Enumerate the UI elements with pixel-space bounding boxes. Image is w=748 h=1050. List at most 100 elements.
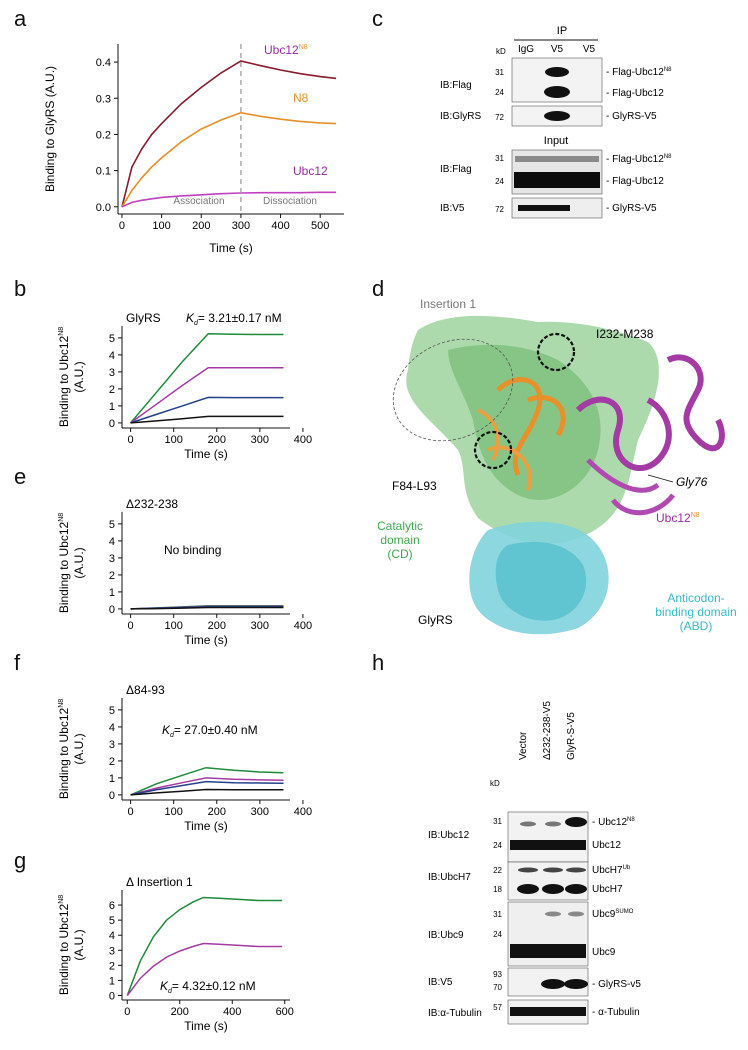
band xyxy=(544,86,570,98)
y-axis-title-sup: N8 xyxy=(58,513,65,522)
kd-k: K xyxy=(162,723,171,737)
x-tick-label: 100 xyxy=(165,806,183,818)
series-line xyxy=(130,606,284,610)
x-tick-label: 400 xyxy=(294,620,312,632)
y-axis-unit: (A.U.) xyxy=(72,733,86,764)
band xyxy=(518,867,538,873)
band xyxy=(541,979,565,989)
legend-n8: N8 xyxy=(293,91,309,105)
i232-label: I232-M238 xyxy=(596,327,654,341)
panel-title: Δ Insertion 1 xyxy=(126,875,193,889)
band xyxy=(568,911,584,917)
series-line xyxy=(130,415,284,424)
f84-label: F84-L93 xyxy=(392,479,437,493)
band-label: - Flag-Ubc12 xyxy=(606,176,664,187)
band xyxy=(544,111,570,121)
band xyxy=(545,821,561,827)
kd-sub: d xyxy=(194,320,199,327)
kd-k: K xyxy=(186,311,195,325)
y-axis-unit: (A.U.) xyxy=(72,547,86,578)
series-line xyxy=(130,396,284,424)
band xyxy=(543,867,563,873)
y-tick-label: 0.1 xyxy=(96,166,111,178)
kd-value: Kd= 4.32±0.12 nM xyxy=(160,979,256,995)
abd-shade xyxy=(495,541,587,621)
y-tick-label: 4 xyxy=(109,536,115,548)
y-tick-label: 1 xyxy=(109,975,115,987)
y-axis-title-sup: N8 xyxy=(58,699,65,708)
lane-label-v5-1: V5 xyxy=(551,44,564,55)
x-tick-label: 400 xyxy=(294,434,312,446)
x-axis-title: Time (s) xyxy=(184,633,228,647)
x-tick-label: 100 xyxy=(165,620,183,632)
gly76-label: Gly76 xyxy=(676,475,708,489)
series-line xyxy=(126,942,283,996)
ib-label: IB:Flag xyxy=(440,164,472,175)
panel-b-plot-group: 0 100 200 300 400 0 1 2 3 4 5 Time (s) Binding to Ub… xyxy=(57,311,312,461)
y-tick-label: 3 xyxy=(109,553,115,565)
band xyxy=(566,867,586,873)
x-tick-label: 200 xyxy=(171,1006,189,1018)
x-tick-label: 300 xyxy=(251,620,269,632)
y-axis-title-sup: N8 xyxy=(58,327,65,336)
x-axis-title: Time (s) xyxy=(209,241,253,255)
y-tick-label: 5 xyxy=(109,333,115,345)
panel-e-chart: 0 100 200 300 400 0 1 2 3 4 5 Time (s) Binding to Ub… xyxy=(57,497,312,647)
panel-h-western-blot: Vector Δ232-238-V5 GlyR-S-V5 kD 31 24 IB… xyxy=(428,701,641,1025)
series-line xyxy=(121,111,337,208)
band xyxy=(510,944,586,958)
y-tick-label: 2 xyxy=(109,960,115,972)
y-tick-label: 3 xyxy=(109,739,115,751)
series-line xyxy=(130,332,284,424)
series-line xyxy=(130,766,284,796)
band-label: - α-Tubulin xyxy=(592,1007,640,1018)
x-tick-label: 200 xyxy=(192,220,210,232)
panel-label-e: e xyxy=(14,464,27,489)
lane-label-v5-2: V5 xyxy=(583,44,596,55)
kd-value: Kd= 27.0±0.40 nM xyxy=(162,723,258,739)
y-tick-label: 0 xyxy=(109,990,115,1002)
y-axis-title: Binding to Ubc12N8 xyxy=(57,513,71,613)
mw-marker: 72 xyxy=(495,113,504,122)
x-tick-label: 500 xyxy=(311,220,329,232)
y-axis-unit: (A.U.) xyxy=(72,361,86,392)
y-tick-label: 1 xyxy=(109,401,115,413)
y-tick-label: 4 xyxy=(109,722,115,734)
y-axis-unit: (A.U.) xyxy=(72,929,86,960)
kd-label-c: kD xyxy=(496,47,506,56)
x-tick-label: 300 xyxy=(251,434,269,446)
band-label: - Flag-Ubc12 xyxy=(606,88,664,99)
y-tick-label: 6 xyxy=(109,900,115,912)
y-tick-label: 0 xyxy=(109,790,115,802)
panel-g-plot-group: 0 200 400 600 0 1 2 3 4 5 6 Time (s) Binding to Ubc1… xyxy=(57,875,294,1033)
y-tick-label: 0.2 xyxy=(96,129,111,141)
ib-label: IB:Ubc9 xyxy=(428,930,464,941)
band-label: - Flag-Ubc12N8 xyxy=(606,154,672,165)
lane-label-vector: Vector xyxy=(518,731,529,760)
kd-rest: = 3.21±0.17 nM xyxy=(198,311,282,325)
band xyxy=(545,911,561,917)
no-binding-note: No binding xyxy=(164,543,221,557)
band xyxy=(565,817,587,827)
legend-ubc12: Ubc12 xyxy=(293,164,328,178)
series-line xyxy=(130,780,284,796)
band xyxy=(510,840,586,850)
y-tick-label: 0.3 xyxy=(96,93,111,105)
y-tick-label: 0.4 xyxy=(96,57,111,69)
y-tick-label: 1 xyxy=(109,773,115,785)
band-label: Ubc9 xyxy=(592,947,616,958)
y-tick-label: 5 xyxy=(109,915,115,927)
kd-sub: d xyxy=(170,732,175,739)
panel-e-plot-group: 0 100 200 300 400 0 1 2 3 4 5 Time (s) Binding to Ub… xyxy=(57,497,312,647)
panel-c-western-blot: IP kD IgG V5 V5 31 24 IB:Flag - Flag-Ubc… xyxy=(440,25,672,219)
y-tick-label: 2 xyxy=(109,756,115,768)
legend-ubc12n8-sup: N8 xyxy=(299,44,308,51)
site-circle-i232 xyxy=(536,332,576,372)
insertion-label: Insertion 1 xyxy=(420,297,476,311)
ubc12-ribbon xyxy=(586,458,675,516)
panel-label-f: f xyxy=(14,650,21,675)
lane-label-d232: Δ232-238-V5 xyxy=(542,701,553,760)
y-tick-label: 2 xyxy=(109,384,115,396)
panel-label-g: g xyxy=(14,848,27,873)
panel-title: GlyRS xyxy=(126,311,161,325)
